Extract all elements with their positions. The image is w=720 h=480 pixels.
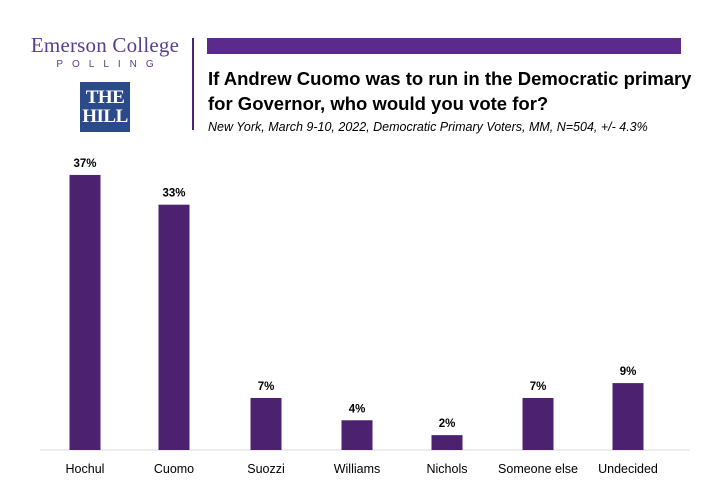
chart-title: If Andrew Cuomo was to run in the Democr… [208,68,692,114]
the-hill-logo: THE HILL [80,82,130,132]
chart-subtitle: New York, March 9-10, 2022, Democratic P… [208,120,648,134]
category-label: Undecided [598,462,658,476]
hill-logo-line1: THE [85,87,125,108]
data-label: 4% [349,403,366,415]
bar-someone-else [522,397,554,450]
category-label: Hochul [66,462,105,476]
brand-name: Emerson College [30,33,180,57]
bar-cuomo [158,204,190,450]
category-label: Suozzi [247,462,285,476]
emerson-college-polling-logo: Emerson College POLLING [18,34,192,70]
bar-hochul [69,174,101,450]
bar-undecided [612,383,644,450]
bar-williams [341,420,373,450]
data-label: 7% [530,381,547,393]
bars-group: 37% Hochul 33% Cuomo 7% Suozzi 4% Williams 2% Nic… [66,158,658,476]
category-label: Someone else [498,462,578,476]
hill-logo-line2: HILL [82,106,128,127]
data-label: 2% [439,418,456,430]
brand-subtitle: POLLING [56,59,163,70]
bar-nichols [431,435,463,450]
data-label: 37% [73,158,96,170]
data-label: 33% [162,188,185,200]
category-label: Nichols [427,462,468,476]
category-label: Williams [334,462,381,476]
data-label: 9% [620,366,637,378]
bar-suozzi [250,397,282,450]
header-accent-bar [207,38,681,54]
category-label: Cuomo [154,462,194,476]
header-divider [192,38,194,130]
data-label: 7% [258,381,275,393]
